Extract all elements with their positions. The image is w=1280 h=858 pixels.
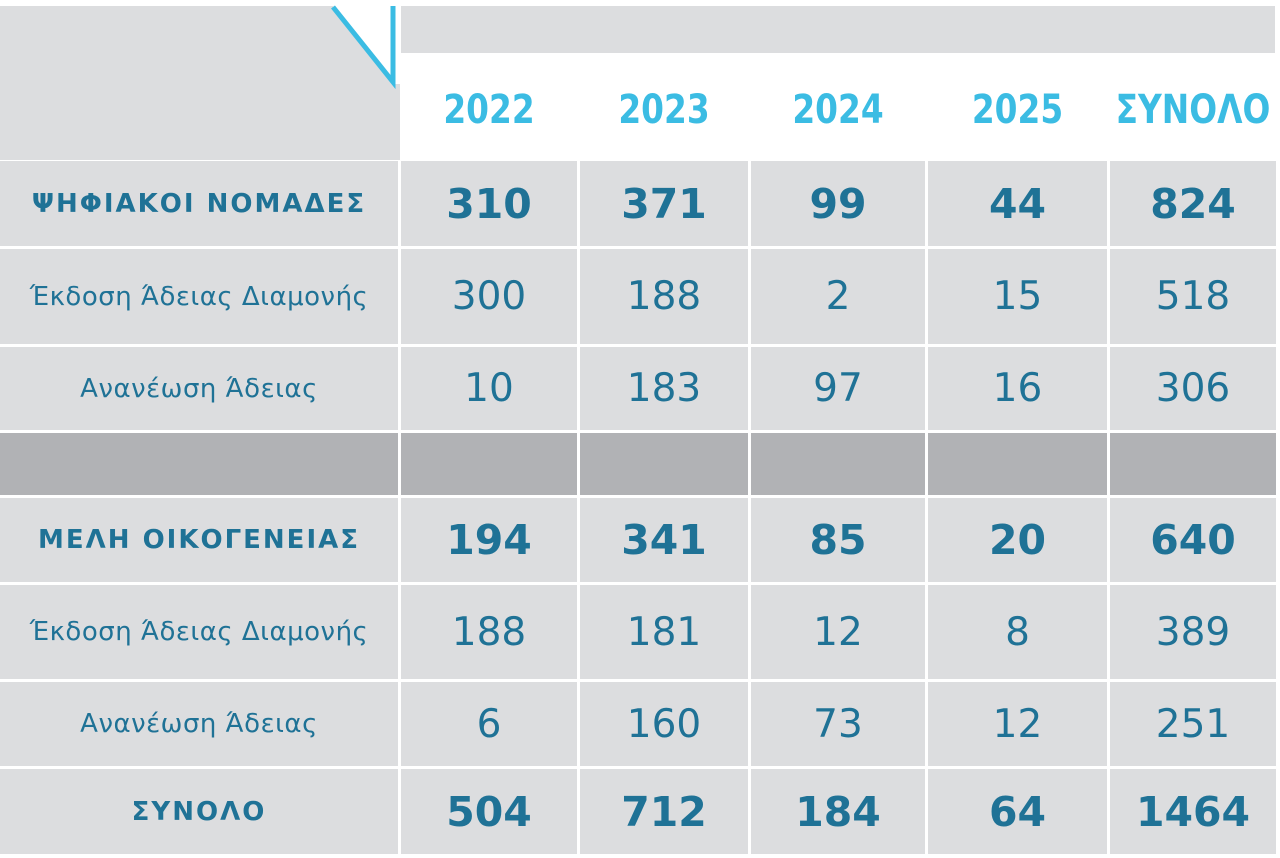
table-cell: 712 [580,769,748,854]
row-label: Έκδοση Άδειας Διαμονής [0,249,398,344]
corner-accent-line [331,5,396,90]
table-cell: 1464 [1110,769,1276,854]
table-cell: 341 [580,498,748,582]
table-cell: 16 [928,347,1107,430]
table-cell: 183 [580,347,748,430]
table-cell: 15 [928,249,1107,344]
table-cell: 99 [751,161,925,246]
table-cell: 518 [1110,249,1276,344]
table-cell: 188 [401,585,577,679]
column-header-4: ΣΥΝΟΛΟ [1115,87,1271,133]
separator-cell [401,433,577,495]
table-cell: 310 [401,161,577,246]
row-label: ΨΗΦΙΑΚΟΙ ΝΟΜΑΔΕΣ [0,161,398,246]
table-cell: 97 [751,347,925,430]
table-cell: 504 [401,769,577,854]
table-cell: 389 [1110,585,1276,679]
table-cell: 6 [401,682,577,766]
separator-cell [928,433,1107,495]
table-cell: 8 [928,585,1107,679]
table-cell: 371 [580,161,748,246]
separator-row-label [0,433,398,495]
table-cell: 12 [751,585,925,679]
table-cell: 184 [751,769,925,854]
table-cell: 300 [401,249,577,344]
table-cell: 10 [401,347,577,430]
table-cell: 824 [1110,161,1276,246]
table-cell: 85 [751,498,925,582]
separator-cell [1110,433,1276,495]
table-cell: 2 [751,249,925,344]
row-label: Ανανέωση Άδειας [0,347,398,430]
corner-fill [0,6,400,160]
table-cell: 12 [928,682,1107,766]
row-label: ΣΥΝΟΛΟ [0,769,398,854]
table-cell: 64 [928,769,1107,854]
header-top-band [401,6,1275,53]
column-header-3: 2025 [971,87,1064,133]
table-cell: 181 [580,585,748,679]
table-cell: 20 [928,498,1107,582]
table-cell: 160 [580,682,748,766]
table-cell: 194 [401,498,577,582]
column-header-2: 2024 [792,87,884,133]
column-header-0: 2022 [443,87,535,133]
row-label: Έκδοση Άδειας Διαμονής [0,585,398,679]
table-cell: 188 [580,249,748,344]
table-cell: 306 [1110,347,1276,430]
separator-cell [580,433,748,495]
table-cell: 640 [1110,498,1276,582]
table-cell: 44 [928,161,1107,246]
table-cell: 73 [751,682,925,766]
separator-cell [751,433,925,495]
row-label: ΜΕΛΗ ΟΙΚΟΓΕΝΕΙΑΣ [0,498,398,582]
column-header-1: 2023 [618,87,710,133]
table-cell: 251 [1110,682,1276,766]
corner-decoration [0,5,400,160]
row-label: Ανανέωση Άδειας [0,682,398,766]
